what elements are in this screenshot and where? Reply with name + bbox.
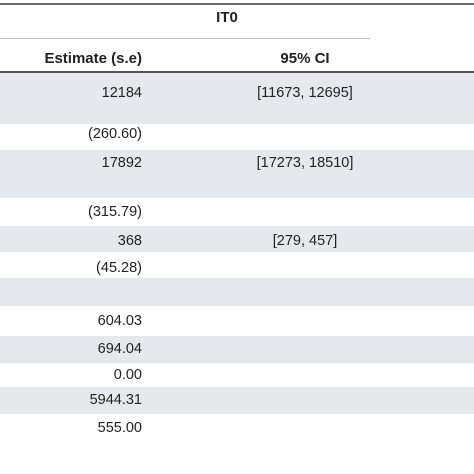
ci-cell: [279, 457]	[272, 233, 338, 249]
table-row	[0, 387, 474, 414]
ci-cell: [17273, 18510]	[256, 155, 354, 171]
header-rule	[0, 71, 474, 73]
table-row	[0, 306, 474, 336]
table-row	[0, 198, 474, 224]
estimate-cell: 555.00	[97, 420, 142, 436]
estimate-cell: (45.28)	[96, 260, 142, 276]
estimate-cell: (260.60)	[87, 126, 142, 142]
group-header-rule	[0, 38, 370, 39]
top-rule	[0, 3, 474, 5]
estimate-cell: 368	[117, 233, 142, 249]
estimate-cell: 604.03	[97, 313, 142, 329]
table-row	[0, 73, 474, 124]
group-header-it0: IT0	[216, 9, 238, 26]
table-row	[0, 414, 474, 441]
column-header-estimate: Estimate (s.e)	[44, 50, 142, 67]
estimate-cell: 694.04	[97, 341, 142, 357]
table-row	[0, 124, 474, 150]
column-header-ci: 95% CI	[280, 50, 330, 67]
estimate-cell: 0.00	[113, 367, 142, 383]
ci-cell: [11673, 12695]	[257, 85, 353, 101]
estimate-cell: 12184	[101, 85, 142, 101]
table-row	[0, 278, 474, 306]
table-row	[0, 363, 474, 387]
estimate-cell: (315.79)	[87, 204, 142, 220]
table-row	[0, 252, 474, 278]
table-row	[0, 336, 474, 363]
table-row	[0, 226, 474, 252]
table-row	[0, 150, 474, 198]
estimate-cell: 5944.31	[89, 392, 142, 408]
estimate-cell: 17892	[101, 155, 142, 171]
